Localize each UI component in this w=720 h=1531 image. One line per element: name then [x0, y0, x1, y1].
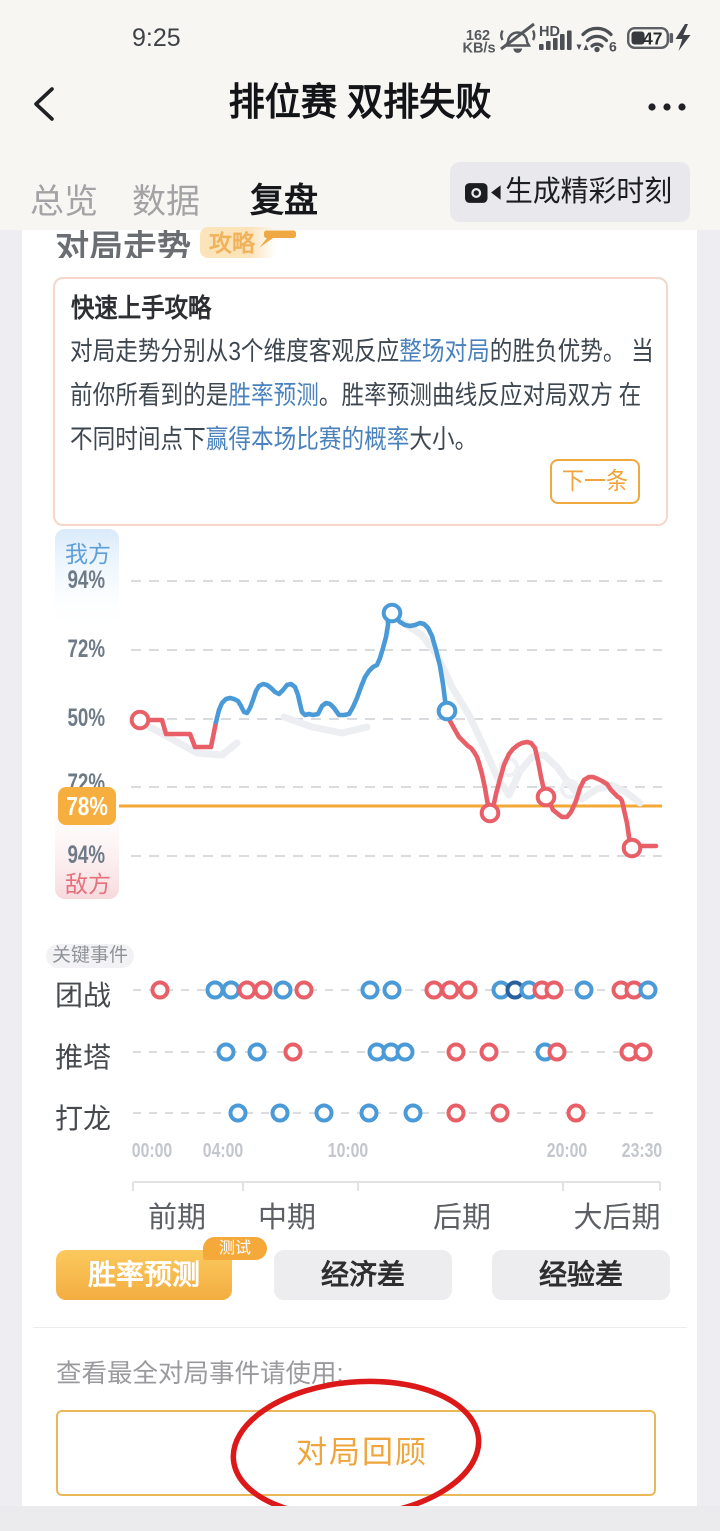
svg-text:KB/s: KB/s	[462, 41, 495, 57]
svg-text:HD: HD	[539, 24, 560, 40]
svg-text:6: 6	[609, 39, 617, 55]
svg-text:162: 162	[466, 28, 490, 44]
svg-text:47: 47	[643, 29, 662, 49]
